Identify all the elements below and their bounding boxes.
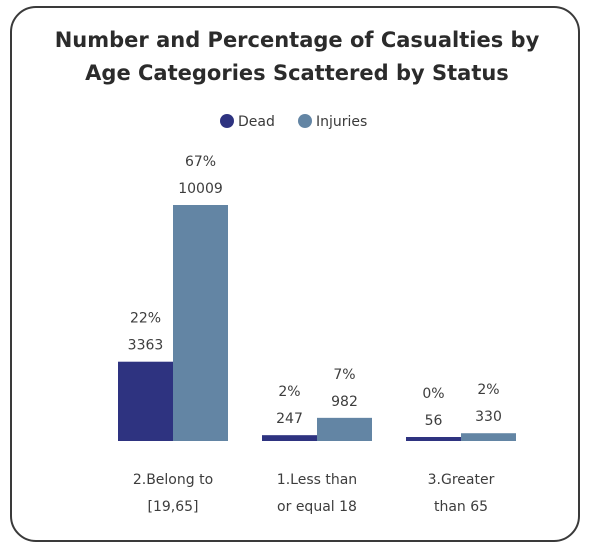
data-label-value: 247 [276,411,303,427]
legend-label-injuries: Injuries [316,114,367,130]
data-labels: 3363 22% 10009 67% 247 2% 982 7% 56 0% 330 2% [128,154,502,429]
data-label-percent: 0% [422,386,444,402]
bar-dead [118,361,173,441]
chart-title-line: Number and Percentage of Casualties by [55,28,540,52]
data-label-value: 10009 [178,181,223,197]
chart-title: Number and Percentage of Casualties by Ag… [55,28,540,85]
data-label-percent: 2% [278,384,300,400]
chart-legend: Dead Injuries [220,114,367,130]
data-label-percent: 2% [477,382,499,398]
category-tick-label: [19,65] [147,499,198,515]
category-tick-label: 2.Belong to [133,472,213,488]
bar-dead [262,435,317,441]
data-label-value: 982 [331,394,358,410]
data-label-value: 3363 [128,338,164,354]
category-tick-label: 1.Less than [277,472,357,488]
bar-injuries [173,205,228,441]
data-label-percent: 7% [333,367,355,383]
data-label-value: 330 [475,409,502,425]
chart-bars [118,205,516,441]
legend-marker-dead [220,114,234,128]
category-tick-label: or equal 18 [277,499,357,515]
legend-marker-injuries [298,114,312,128]
category-axis: 2.Belong to [19,65] 1.Less than or equal 18… [133,472,495,515]
bar-injuries [317,417,372,441]
data-label-value: 56 [425,413,443,429]
data-label-percent: 67% [185,154,216,170]
chart-title-line: Age Categories Scattered by Status [85,61,509,85]
bar-injuries [461,433,516,441]
bar-dead [406,437,461,441]
chart-card [10,6,580,542]
legend-label-dead: Dead [238,114,275,130]
data-label-percent: 22% [130,311,161,327]
category-tick-label: 3.Greater [428,472,495,488]
category-tick-label: than 65 [434,499,488,515]
